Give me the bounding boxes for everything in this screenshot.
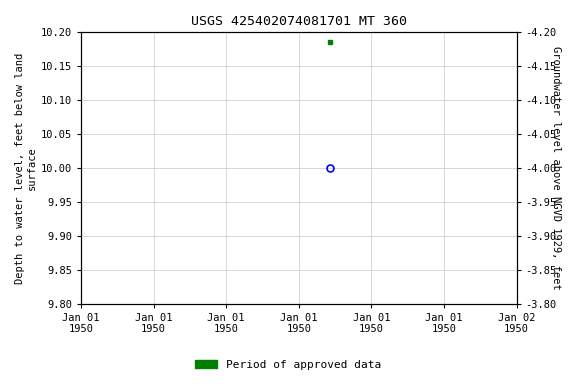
- Legend: Period of approved data: Period of approved data: [191, 356, 385, 375]
- Y-axis label: Groundwater level above NGVD 1929, feet: Groundwater level above NGVD 1929, feet: [551, 46, 561, 290]
- Y-axis label: Depth to water level, feet below land
surface: Depth to water level, feet below land su…: [15, 52, 37, 283]
- Title: USGS 425402074081701 MT 360: USGS 425402074081701 MT 360: [191, 15, 407, 28]
